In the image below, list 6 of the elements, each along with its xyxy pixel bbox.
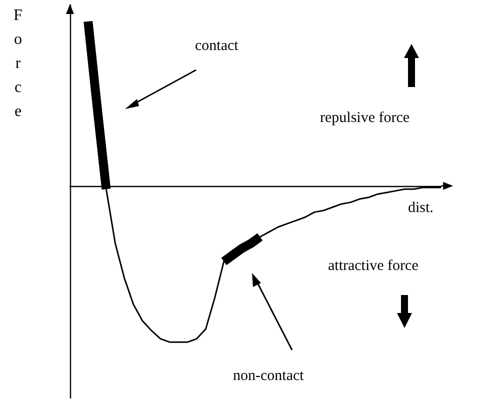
text: non-contact bbox=[233, 368, 304, 385]
annotation: attractive force bbox=[328, 258, 418, 275]
y-axis-title: Force bbox=[12, 6, 24, 122]
annotation: contact bbox=[195, 38, 238, 55]
x-axis-title: dist. bbox=[408, 200, 434, 217]
annotation: repulsive force bbox=[320, 110, 410, 127]
